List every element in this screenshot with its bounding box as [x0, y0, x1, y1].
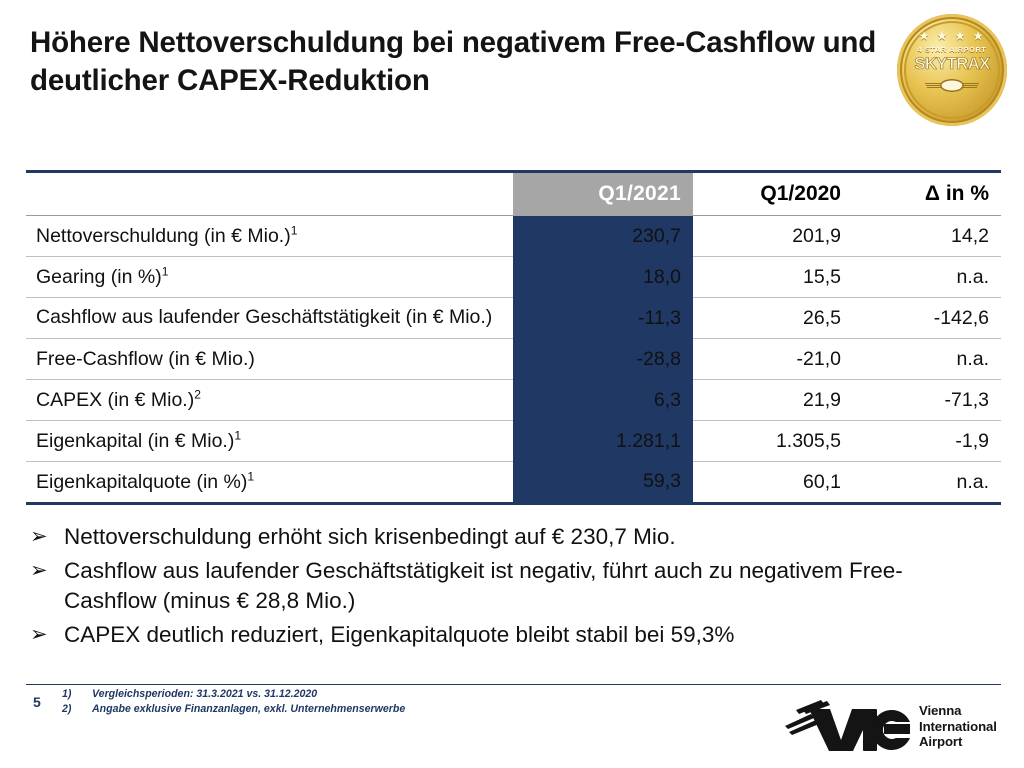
table-row: Eigenkapital (in € Mio.)1 1.281,1 1.305,5-…: [26, 420, 1001, 462]
bullet-arrow-icon: ➢: [30, 525, 48, 548]
financial-table-wrap: Q1/2021 Q1/2020 Δ in % Nettoverschuldung…: [26, 170, 1001, 505]
page-number: 5: [33, 694, 41, 710]
skytrax-badge-inner: ★ ★ ★ ★ 4 STAR AIRPORT SKYTRAX: [904, 21, 1000, 119]
vie-logo-line-1: Vienna: [919, 703, 962, 718]
cell-q1-2021: 18,0: [513, 256, 693, 298]
bullet-arrow-icon: ➢: [30, 622, 48, 646]
cell-q1-2020: 21,9: [693, 379, 853, 421]
skytrax-stars-icon: ★ ★ ★ ★: [918, 29, 986, 43]
cell-q1-2021: -28,8: [513, 338, 693, 380]
footnote-row: 2) Angabe exklusive Finanzanlagen, exkl. …: [62, 702, 405, 717]
vie-wordmark-icon: [785, 700, 910, 751]
skytrax-wing-right: [960, 82, 980, 88]
cell-delta: -71,3: [853, 379, 1001, 421]
cell-q1-2021: 59,3: [513, 461, 693, 505]
bullet-text: CAPEX deutlich reduziert, Eigenkapitalqu…: [64, 621, 735, 647]
footnote-marker: 2: [194, 387, 201, 402]
bullet-arrow-icon: ➢: [30, 558, 48, 582]
table-row: Nettoverschuldung (in € Mio.)1 230,7 201,9…: [26, 215, 1001, 257]
row-label: Free-Cashflow (in € Mio.): [26, 338, 513, 380]
row-label: CAPEX (in € Mio.)2: [26, 379, 513, 421]
financial-table: Q1/2021 Q1/2020 Δ in % Nettoverschuldung…: [26, 170, 1001, 505]
column-header-label: [26, 170, 513, 216]
column-header-q1-2020: Q1/2020: [693, 170, 853, 216]
footnote-marker: 1: [161, 264, 169, 279]
bullet-list: ➢ Nettoverschuldung erhöht sich krisenbed…: [26, 522, 986, 654]
footnote-number: 1): [62, 688, 72, 700]
vie-logo-line-3: Airport: [919, 734, 963, 750]
cell-delta: -142,6: [853, 297, 1001, 339]
footnote-row: 1) Vergleichsperioden: 31.3.2021 vs. 31.1…: [62, 687, 405, 702]
table-row: Eigenkapitalquote (in %)1 59,3 60,1 n.a.: [26, 461, 1001, 505]
footnote-list: 1) Vergleichsperioden: 31.3.2021 vs. 31.1…: [62, 687, 405, 717]
table-row: Cashflow aus laufender Geschäftstätigkei…: [26, 297, 1001, 339]
skytrax-wordmark: SKYTRAX: [914, 55, 990, 73]
bullet-item: ➢ CAPEX deutlich reduziert, Eigenkapitalq…: [26, 620, 986, 650]
bullet-item: ➢ Nettoverschuldung erhöht sich krisenbed…: [26, 522, 986, 552]
page-title: Höhere Nettoverschuldung bei negativem F…: [30, 26, 877, 98]
skytrax-subtitle: 4 STAR AIRPORT: [917, 45, 987, 54]
cell-q1-2021: 6,3: [513, 379, 693, 421]
cell-delta: n.a.: [853, 256, 1001, 298]
footnote-marker: 1: [234, 428, 242, 443]
cell-q1-2020: 1.305,5: [693, 420, 853, 462]
column-header-q1-2021: Q1/2021: [513, 170, 693, 216]
footnote-marker: 1: [247, 469, 255, 484]
row-label: Eigenkapital (in € Mio.)1: [26, 420, 513, 462]
bullet-text: Cashflow aus laufender Geschäftstätigkei…: [64, 557, 903, 613]
bullet-item: ➢ Cashflow aus laufender Geschäftstätigke…: [26, 556, 986, 616]
vie-logo-line-2: International: [919, 718, 997, 734]
footnote-number: 2): [62, 703, 72, 716]
row-label: Gearing (in %)1: [26, 256, 513, 298]
cell-delta: 14,2: [853, 215, 1001, 257]
vie-logo-text: Vienna International Airport: [919, 703, 997, 750]
footer-divider: [26, 684, 1001, 686]
skytrax-wing-oval: [940, 78, 964, 92]
table-row: CAPEX (in € Mio.)2 6,3 21,9 -71,3: [26, 379, 1001, 421]
bullet-text: Nettoverschuldung erhöht sich krisenbedi…: [64, 524, 676, 549]
cell-q1-2021: -11,3: [513, 297, 693, 339]
footnote-text: Vergleichsperioden: 31.3.2021 vs. 31.12.…: [92, 688, 318, 700]
table-body: Nettoverschuldung (in € Mio.)1 230,7 201,9…: [26, 215, 1001, 505]
cell-delta: n.a.: [853, 461, 1001, 505]
table-head: Q1/2021 Q1/2020 Δ in %: [26, 170, 1001, 216]
cell-q1-2021: 230,7: [513, 215, 693, 257]
cell-delta: -1,9: [853, 420, 1001, 462]
cell-q1-2020: 15,5: [693, 256, 853, 298]
footnote-text: Angabe exklusive Finanzanlagen, exkl. Un…: [92, 703, 406, 716]
row-label: Eigenkapitalquote (in %)1: [26, 461, 513, 505]
cell-q1-2021: 1.281,1: [513, 420, 693, 462]
column-header-delta: Δ in %: [853, 170, 1001, 216]
table-row: Free-Cashflow (in € Mio.) -28,8 -21,0 n.a.: [26, 338, 1001, 380]
table-header-row: Q1/2021 Q1/2020 Δ in %: [26, 170, 1001, 216]
cell-q1-2020: -21,0: [693, 338, 853, 380]
vie-logo: Vienna International Airport: [783, 698, 1005, 756]
table-row: Gearing (in %)1 18,0 15,5 n.a.: [26, 256, 1001, 298]
footnote-marker: 1: [290, 223, 298, 238]
skytrax-wing-icon: [924, 78, 980, 94]
row-label: Nettoverschuldung (in € Mio.)1: [26, 215, 513, 257]
cell-q1-2020: 26,5: [693, 297, 853, 339]
skytrax-badge-icon: ★ ★ ★ ★ 4 STAR AIRPORT SKYTRAX: [897, 14, 1007, 126]
cell-q1-2020: 60,1: [693, 461, 853, 505]
title-block: Höhere Nettoverschuldung bei negativem F…: [30, 24, 910, 101]
cell-delta: n.a.: [853, 338, 1001, 380]
cell-q1-2020: 201,9: [693, 215, 853, 257]
row-label: Cashflow aus laufender Geschäftstätigkei…: [26, 297, 513, 339]
